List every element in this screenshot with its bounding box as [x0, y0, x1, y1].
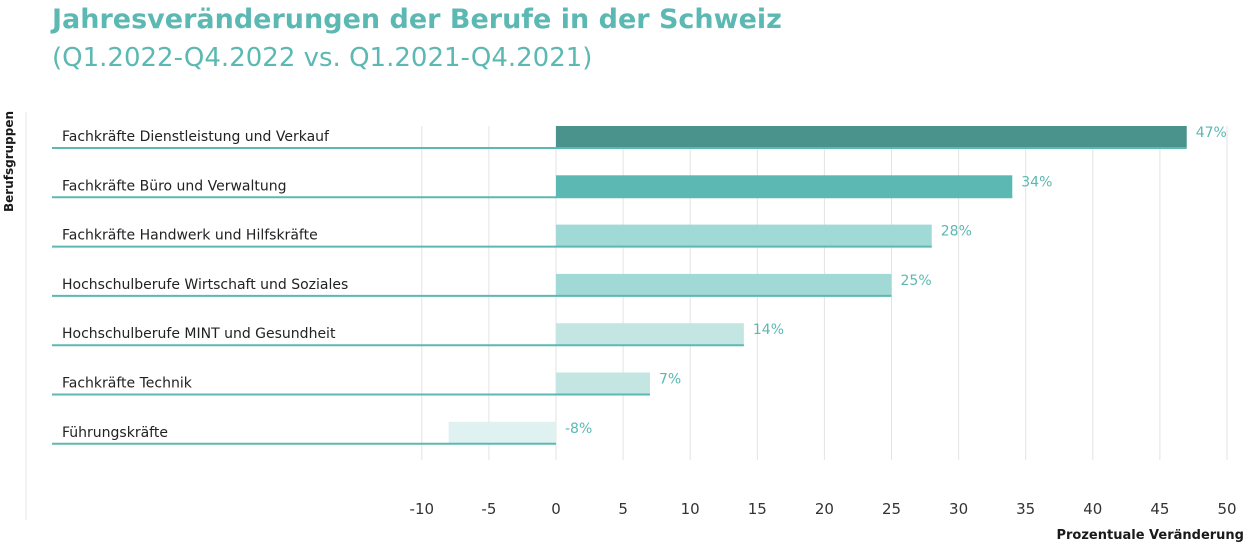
bar: [448, 421, 556, 444]
category-label: Fachkräfte Handwerk und Hilfskräfte: [62, 228, 318, 244]
x-tick-label: 25: [882, 500, 901, 518]
bar: [556, 224, 932, 247]
category-label: Fachkräfte Technik: [62, 376, 193, 392]
value-label: 14%: [753, 322, 784, 338]
chart-title: Jahresveränderungen der Berufe in der Sc…: [52, 4, 782, 35]
bar: [556, 175, 1013, 198]
value-label: 47%: [1196, 125, 1227, 141]
bars: Fachkräfte Dienstleistung und Verkauf 47%…: [52, 125, 1227, 445]
x-axis-label: Prozentuale Veränderung: [1056, 528, 1244, 543]
x-tick-label: 30: [949, 500, 968, 518]
value-label: -8%: [565, 421, 592, 437]
bar: [556, 372, 650, 395]
x-tick-labels: -10 -5 0 5 10 15 20 25 30 35 40 45 50: [410, 500, 1237, 518]
chart-subtitle: (Q1.2022-Q4.2022 vs. Q1.2021-Q4.2021): [52, 43, 593, 73]
x-tick-label: 20: [815, 500, 834, 518]
category-label: Hochschulberufe Wirtschaft und Soziales: [62, 277, 348, 293]
value-label: 28%: [941, 224, 972, 240]
x-tick-label: 35: [1016, 500, 1035, 518]
x-tick-label: 45: [1150, 500, 1169, 518]
x-tick-label: 5: [618, 500, 628, 518]
x-tick-label: -5: [481, 500, 496, 518]
category-label: Führungskräfte: [62, 425, 168, 441]
value-label: 34%: [1021, 174, 1052, 190]
bar: [556, 273, 892, 296]
value-label: 25%: [901, 273, 932, 289]
category-label: Fachkräfte Büro und Verwaltung: [62, 178, 287, 194]
value-label: 7%: [659, 372, 681, 388]
bar: [556, 323, 744, 346]
x-tick-label: 40: [1083, 500, 1102, 518]
x-tick-label: 15: [748, 500, 767, 518]
x-tick-label: 50: [1217, 500, 1236, 518]
x-tick-label: -10: [410, 500, 435, 518]
x-tick-label: 0: [551, 500, 561, 518]
bar: [556, 126, 1187, 148]
category-label: Fachkräfte Dienstleistung und Verkauf: [62, 129, 330, 145]
category-label: Hochschulberufe MINT und Gesundheit: [62, 326, 336, 342]
x-tick-label: 10: [681, 500, 700, 518]
